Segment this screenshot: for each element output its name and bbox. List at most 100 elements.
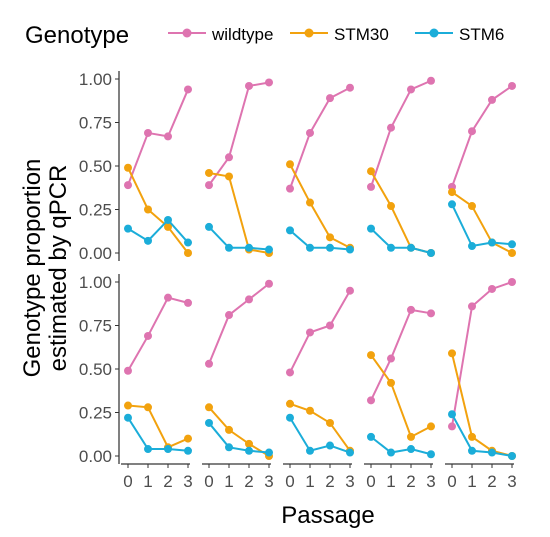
data-point-stm6 xyxy=(144,445,152,454)
data-point-stm30 xyxy=(144,403,152,412)
data-point-stm30 xyxy=(286,160,294,169)
series-line-stm6 xyxy=(208,422,270,454)
data-point-stm6 xyxy=(184,238,192,247)
data-point-wildtype xyxy=(346,286,354,295)
x-tick-label: 3 xyxy=(345,472,354,491)
data-point-wildtype xyxy=(286,368,294,377)
y-tick-label: 1.00 xyxy=(79,70,112,89)
data-point-stm30 xyxy=(205,168,213,177)
series-line-wildtype xyxy=(208,81,270,186)
data-point-wildtype xyxy=(205,181,213,190)
series-line-wildtype xyxy=(451,85,513,188)
data-point-wildtype xyxy=(124,366,132,375)
data-point-stm6 xyxy=(448,410,456,419)
data-point-wildtype xyxy=(184,298,192,307)
data-point-wildtype xyxy=(448,422,456,431)
data-point-stm6 xyxy=(184,446,192,455)
data-point-stm30 xyxy=(184,434,192,443)
series-line-wildtype xyxy=(289,290,351,373)
data-point-wildtype xyxy=(367,182,375,191)
data-point-stm30 xyxy=(427,422,435,431)
data-point-wildtype xyxy=(508,81,516,90)
data-point-wildtype xyxy=(326,321,334,330)
data-point-wildtype xyxy=(468,302,476,311)
data-point-stm6 xyxy=(265,245,273,254)
series-line-wildtype xyxy=(370,79,432,188)
data-point-stm30 xyxy=(448,349,456,358)
data-point-wildtype xyxy=(205,359,213,368)
series-line-stm30 xyxy=(127,404,189,449)
data-point-stm6 xyxy=(468,446,476,455)
panel-r0-c4 xyxy=(448,81,516,257)
data-point-stm6 xyxy=(508,452,516,460)
data-point-stm30 xyxy=(367,167,375,176)
data-point-stm30 xyxy=(124,401,132,410)
series-line-stm6 xyxy=(127,218,189,244)
legend-key-marker xyxy=(304,28,314,38)
data-point-stm30 xyxy=(306,406,314,415)
legend-key-marker xyxy=(429,28,439,38)
series-line-wildtype xyxy=(127,89,189,186)
series-line-stm30 xyxy=(127,167,189,254)
series-line-stm6 xyxy=(370,436,432,456)
data-point-wildtype xyxy=(265,279,273,288)
data-point-wildtype xyxy=(144,128,152,137)
x-tick-label: 1 xyxy=(305,472,314,491)
data-point-stm6 xyxy=(286,413,294,422)
series-line-wildtype xyxy=(451,281,513,427)
data-point-stm6 xyxy=(448,200,456,209)
data-point-wildtype xyxy=(164,132,172,141)
data-point-stm30 xyxy=(124,163,132,172)
x-axis-title: Passage xyxy=(281,502,374,529)
data-point-wildtype xyxy=(265,78,273,87)
data-point-stm30 xyxy=(407,432,415,441)
x-tick-label: 2 xyxy=(487,472,496,491)
data-point-wildtype xyxy=(407,305,415,314)
data-point-wildtype xyxy=(488,284,496,293)
data-point-stm6 xyxy=(488,448,496,457)
legend-title: Genotype xyxy=(25,22,129,49)
data-point-stm6 xyxy=(488,238,496,247)
y-axis-title-line-2: estimated by qPCR xyxy=(45,165,72,372)
y-tick-label: 0.75 xyxy=(79,114,112,133)
data-point-wildtype xyxy=(124,181,132,190)
data-point-wildtype xyxy=(367,396,375,405)
data-point-stm6 xyxy=(245,446,253,455)
data-point-wildtype xyxy=(508,278,516,286)
data-point-stm6 xyxy=(144,236,152,245)
data-point-stm6 xyxy=(326,441,334,450)
data-point-wildtype xyxy=(225,153,233,162)
data-point-stm6 xyxy=(245,243,253,252)
data-point-stm6 xyxy=(367,432,375,441)
data-point-stm6 xyxy=(468,242,476,251)
series-line-stm30 xyxy=(370,170,432,254)
x-tick-label: 1 xyxy=(386,472,395,491)
data-point-stm30 xyxy=(164,222,172,231)
data-point-stm6 xyxy=(387,448,395,457)
data-point-stm6 xyxy=(124,224,132,233)
data-point-wildtype xyxy=(346,83,354,92)
data-point-stm6 xyxy=(164,215,172,224)
x-tick-label: 3 xyxy=(507,472,516,491)
data-point-wildtype xyxy=(326,94,334,103)
data-point-stm30 xyxy=(326,233,334,242)
data-point-wildtype xyxy=(468,127,476,136)
series-line-stm30 xyxy=(208,171,270,254)
data-point-stm30 xyxy=(508,249,516,257)
data-point-stm6 xyxy=(387,243,395,252)
y-tick-label: 0.50 xyxy=(79,157,112,176)
series-line-stm6 xyxy=(289,229,351,251)
series-line-stm6 xyxy=(208,226,270,251)
data-point-stm6 xyxy=(286,226,294,235)
data-point-stm30 xyxy=(286,399,294,408)
series-line-stm6 xyxy=(451,203,513,248)
data-point-stm6 xyxy=(407,445,415,454)
data-point-stm6 xyxy=(164,445,172,454)
data-point-stm30 xyxy=(387,202,395,211)
data-point-stm6 xyxy=(427,450,435,459)
y-axis-title: Genotype proportion estimated by qPCR xyxy=(19,159,72,378)
series-line-stm30 xyxy=(289,402,351,452)
